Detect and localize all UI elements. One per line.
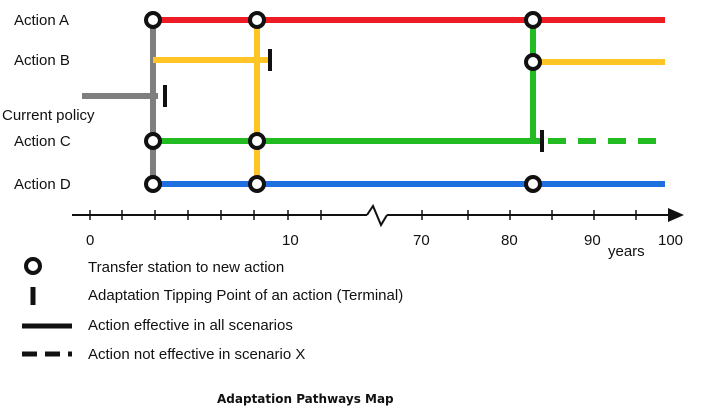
legend-transfer-station-icon <box>24 257 42 275</box>
current-policy-path <box>82 20 167 184</box>
axis-arrow-icon <box>668 208 684 222</box>
time-axis: 0 10 70 80 90 100 years <box>72 203 684 260</box>
label-action-a: Action A <box>14 12 69 29</box>
legend: Transfer station to new action Adaptatio… <box>22 257 403 363</box>
label-action-d: Action D <box>14 176 71 193</box>
axis-tick-10: 10 <box>282 232 299 249</box>
label-current-policy: Current policy <box>2 107 95 124</box>
transfer-station <box>248 175 266 193</box>
transfer-station <box>144 11 162 29</box>
axis-tick-70: 70 <box>413 232 430 249</box>
transfer-station <box>248 132 266 150</box>
axis-unit-label: years <box>608 243 645 260</box>
action-c-path <box>153 20 665 152</box>
transfer-station <box>144 175 162 193</box>
legend-solid-line-text: Action effective in all scenarios <box>88 317 293 334</box>
transfer-station <box>524 11 542 29</box>
transfer-stations <box>144 11 542 193</box>
axis-break-icon <box>366 203 388 228</box>
axis-tick-100: 100 <box>658 232 683 249</box>
legend-transfer-station-text: Transfer station to new action <box>88 259 284 276</box>
axis-tick-80: 80 <box>501 232 518 249</box>
label-action-c: Action C <box>14 133 71 150</box>
transfer-station <box>524 53 542 71</box>
axis-tick-0: 0 <box>86 232 94 249</box>
transfer-station <box>248 11 266 29</box>
legend-tipping-point-text: Adaptation Tipping Point of an action (T… <box>88 287 403 304</box>
label-action-b: Action B <box>14 52 70 69</box>
action-b-path <box>153 20 665 184</box>
diagram-caption: Adaptation Pathways Map <box>217 392 394 406</box>
transfer-station <box>144 132 162 150</box>
legend-dashed-line-text: Action not effective in scenario X <box>88 346 305 363</box>
transfer-station <box>524 175 542 193</box>
axis-tick-90: 90 <box>584 232 601 249</box>
